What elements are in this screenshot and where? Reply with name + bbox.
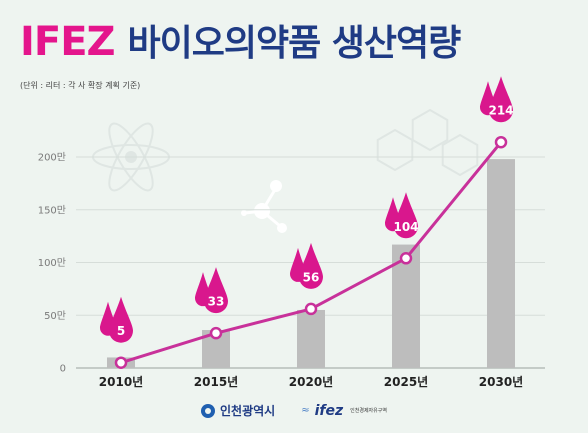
y-tick-label: 200만 xyxy=(38,152,66,164)
x-category-label: 2015년 xyxy=(194,375,238,389)
series-line xyxy=(114,135,508,369)
molecule-atom xyxy=(254,203,270,219)
drop-marker: 104 xyxy=(385,192,419,239)
data-point xyxy=(209,326,223,340)
title-text: 바이오의약품 생산역량 xyxy=(127,23,461,64)
data-label: 5 xyxy=(117,324,125,338)
bar xyxy=(487,159,515,368)
drop-icon xyxy=(109,296,133,343)
hexagon-shape xyxy=(376,128,414,172)
x-axis-categories: 2010년 2015년 2020년 2025년 2030년 xyxy=(99,375,523,389)
incheon-emblem-icon xyxy=(201,403,216,418)
x-category-label: 2020년 xyxy=(289,375,333,389)
drop-icon xyxy=(394,192,419,239)
incheon-logo: 인천광역시 xyxy=(201,402,275,419)
drop-icon xyxy=(489,76,513,123)
drop-marker: 56 xyxy=(290,242,323,289)
drop-markers: 5 33 56 104 214 xyxy=(100,76,514,343)
bar xyxy=(392,244,420,368)
data-label: 56 xyxy=(303,270,320,284)
ifez-logo: ≈ ifez 인천경제자유구역 xyxy=(301,403,387,419)
atom-orbit xyxy=(108,122,154,192)
x-category-label: 2010년 xyxy=(99,375,143,389)
data-point xyxy=(114,356,128,369)
y-tick-label: 0 xyxy=(60,364,66,375)
ifez-wave-icon: ≈ xyxy=(301,405,310,416)
bar xyxy=(297,309,325,368)
y-tick-label: 50만 xyxy=(44,310,66,322)
title-brand: IFEZ xyxy=(20,19,116,65)
hexagon-shape xyxy=(411,108,449,152)
y-tick-label: 150만 xyxy=(38,204,66,216)
ifez-logo-subtext: 인천경제자유구역 xyxy=(350,408,387,414)
hexagon-shape xyxy=(441,133,479,177)
drop-marker: 5 xyxy=(100,296,133,343)
molecule-atom xyxy=(241,210,247,216)
data-point xyxy=(304,302,318,316)
data-label: 33 xyxy=(208,295,225,309)
x-category-label: 2030년 xyxy=(479,375,523,389)
y-axis-ticks: 0 50만 100만 150만 200만 xyxy=(38,152,66,375)
atom-orbit xyxy=(108,122,154,192)
data-label: 104 xyxy=(393,220,418,234)
ifez-logo-text: ifez xyxy=(314,402,344,419)
y-tick-label: 100만 xyxy=(38,257,66,269)
data-label: 214 xyxy=(488,104,513,118)
drop-icon xyxy=(299,242,323,289)
data-point xyxy=(399,252,413,265)
unit-note: (단위 : 리터 : 각 사 확장 계획 기준) xyxy=(20,81,141,90)
molecule-atom xyxy=(277,223,287,233)
chart-title: IFEZ 바이오의약품 생산역량 xyxy=(20,19,461,65)
drop-marker: 33 xyxy=(195,267,228,314)
molecule-atom xyxy=(270,180,282,192)
drop-icon xyxy=(204,267,228,314)
x-category-label: 2025년 xyxy=(384,375,428,389)
drop-marker: 214 xyxy=(480,76,514,123)
background-decoration xyxy=(92,108,479,233)
footer-logos: 인천광역시 ≈ ifez 인천경제자유구역 xyxy=(0,402,588,419)
data-point xyxy=(494,135,508,149)
bars xyxy=(107,159,515,368)
incheon-logo-text: 인천광역시 xyxy=(220,404,276,418)
